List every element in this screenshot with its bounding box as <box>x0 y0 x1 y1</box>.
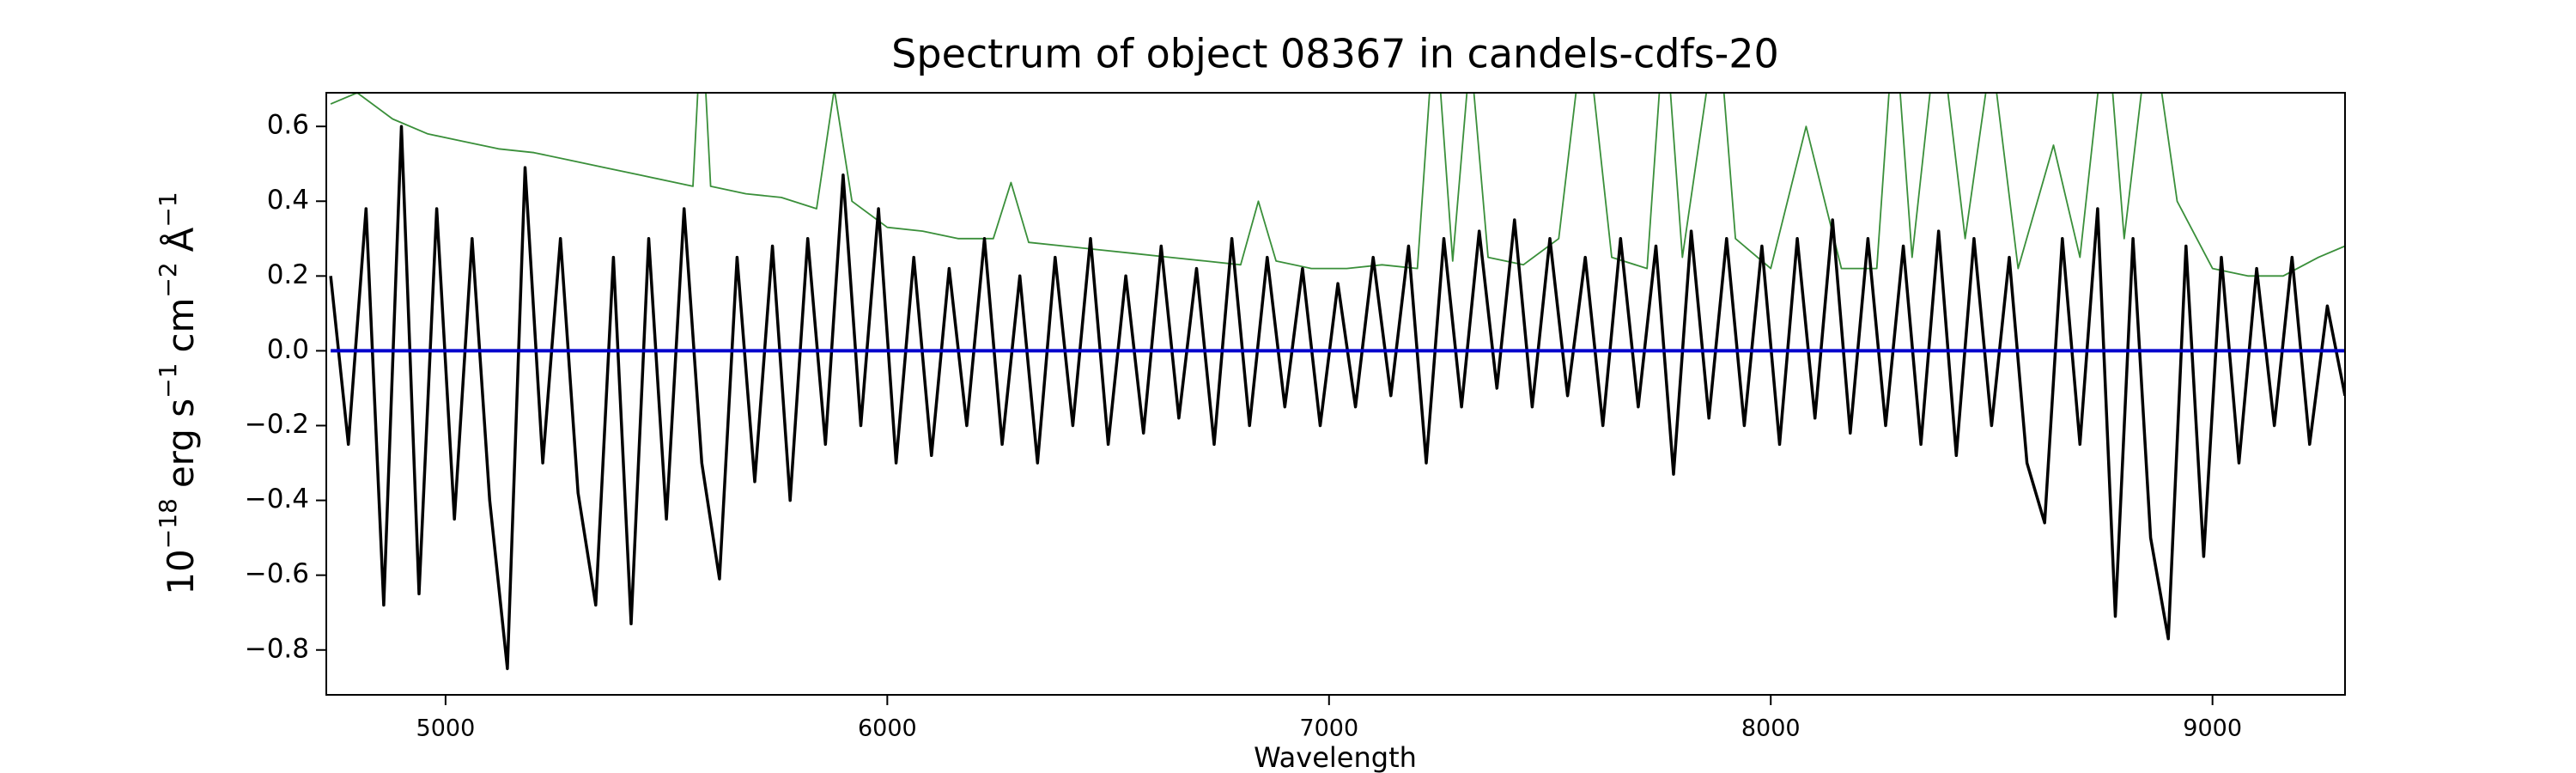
y-axis-label-part: −1 <box>154 363 182 399</box>
y-axis-label: 10−18erg s−1cm−2Å−1 <box>154 192 202 594</box>
y-axis-label-part: cm <box>160 298 202 353</box>
x-tick-label: 9000 <box>2183 715 2242 742</box>
x-axis-label: Wavelength <box>1254 741 1417 773</box>
plot-frame <box>325 92 2346 696</box>
chart-title: Spectrum of object 08367 in candels-cdfs… <box>891 31 1779 77</box>
y-axis-label-part: −2 <box>154 262 182 297</box>
x-tick-label: 7000 <box>1299 715 1358 742</box>
spectrum-line <box>329 125 2345 671</box>
series-group <box>330 93 2345 277</box>
spectrum-line <box>330 93 2345 277</box>
x-tick-label: 8000 <box>1741 715 1801 742</box>
y-axis-label-part: 10 <box>160 549 202 594</box>
y-axis-label-part: −18 <box>154 498 182 549</box>
y-tick-label: 0.6 <box>267 110 309 141</box>
x-tick-label: 6000 <box>858 715 917 742</box>
y-axis-label-part: erg s <box>160 399 202 488</box>
y-tick-label: −0.6 <box>245 558 309 589</box>
y-tick-label: 0.2 <box>267 259 309 290</box>
x-tick-label: 5000 <box>416 715 476 742</box>
y-tick-label: 0.0 <box>267 334 309 365</box>
y-axis-label-part: Å <box>159 227 202 252</box>
y-tick-label: −0.4 <box>245 484 309 514</box>
y-tick-label: 0.4 <box>267 185 309 216</box>
y-axis-label-part: −1 <box>154 192 182 227</box>
y-tick-label: −0.2 <box>245 409 309 440</box>
series-group <box>329 125 2345 671</box>
y-tick-label: −0.8 <box>245 633 309 664</box>
